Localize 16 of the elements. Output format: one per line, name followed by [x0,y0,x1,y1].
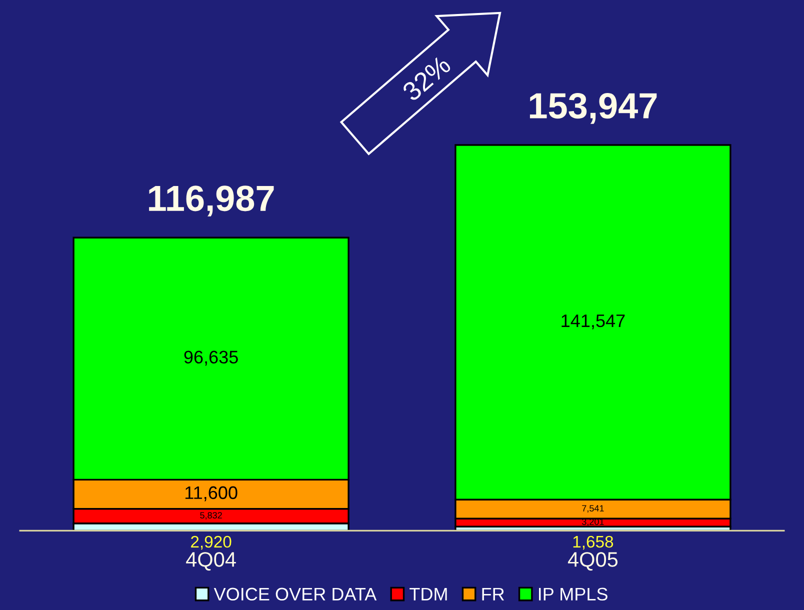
total-label: 116,987 [149,186,274,216]
x-tick-label: 4Q04 [186,552,236,571]
data-label: 2,920 [191,536,232,550]
text: 32% [401,54,452,102]
data-label: 96,635 [184,350,238,366]
data-label: 141,547 [562,314,625,330]
x-tick-label: 4Q05 [568,552,618,571]
legend-label: IP MPLS [539,588,608,601]
legend-label: TDM [410,588,447,600]
data-label: 1,658 [573,536,614,550]
data-label: 7,541 [582,505,604,513]
total-label: 153,947 [530,93,657,124]
legend-label: VOICE OVER DATA [214,588,377,601]
data-label: 5,832 [200,512,222,520]
legend-label: FR [482,588,504,600]
data-label: 11,600 [185,486,238,502]
